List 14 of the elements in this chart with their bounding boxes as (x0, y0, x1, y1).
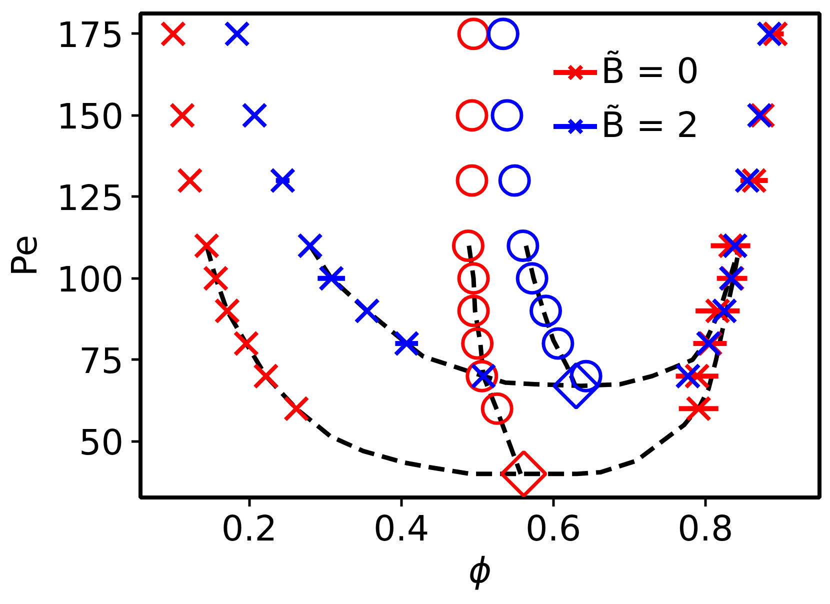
x-tick-label: 0.2 (221, 510, 278, 550)
y-tick-label: 175 (56, 16, 124, 56)
legend-label: B̃ = 0 (601, 50, 699, 94)
x-tick-label: 0.8 (678, 510, 734, 550)
y-axis-title: Pe (6, 234, 46, 276)
y-tick-label: 75 (78, 342, 124, 382)
legend-label: B̃ = 2 (601, 104, 699, 148)
y-tick-label: 150 (56, 97, 124, 138)
y-tick-label: 50 (78, 423, 124, 464)
y-tick-label: 125 (56, 178, 124, 219)
x-tick-label: 0.6 (526, 510, 582, 550)
x-tick-label: 0.4 (373, 510, 430, 550)
y-tick-label: 100 (56, 260, 124, 300)
x-axis-title: ϕ (468, 552, 492, 592)
